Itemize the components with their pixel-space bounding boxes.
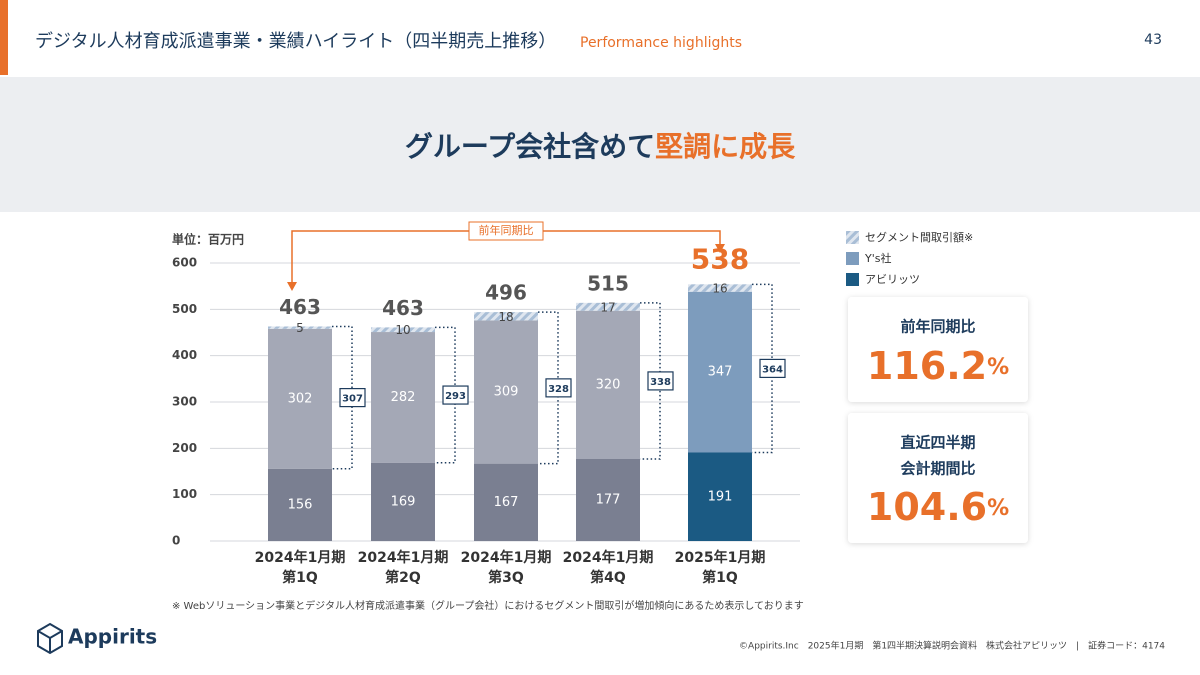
y-tick-label: 600	[172, 256, 197, 270]
footnote: ※ Webソリューション事業とデジタル人材育成派遣事業（グループ会社）におけるセ…	[172, 599, 804, 612]
data-label: 167	[494, 495, 519, 510]
page-number: 43	[1144, 32, 1162, 48]
x-tick-label: 第1Q	[282, 569, 318, 586]
y-tick-label: 200	[172, 441, 197, 455]
data-label: 177	[596, 492, 621, 507]
data-label: 282	[391, 390, 416, 405]
bracket-box	[442, 385, 469, 405]
bar-segment	[688, 291, 752, 453]
x-tick-label: 第1Q	[702, 569, 738, 586]
bar-segment	[474, 320, 538, 464]
bar-segment	[371, 462, 435, 541]
footer: ©Appirits.Inc 2025年1月期 第1四半期決算説明会資料 株式会社…	[739, 640, 1165, 652]
bar-segment	[268, 326, 332, 329]
legend-swatch	[846, 252, 859, 265]
bracket-label: 307	[342, 394, 363, 405]
bar-segment	[371, 332, 435, 463]
annotation-box	[468, 221, 544, 241]
kpi-value: 104.6%	[867, 485, 1009, 529]
legend-swatch	[846, 273, 859, 286]
kpi-unit: %	[987, 355, 1009, 380]
data-label: 156	[288, 497, 313, 512]
legend-swatch	[846, 231, 859, 244]
y-tick-label: 0	[172, 534, 180, 548]
bar-segment	[688, 284, 752, 292]
y-tick-label: 400	[172, 348, 197, 362]
header-subtitle: Performance highlights	[580, 35, 742, 51]
x-tick-label: 第3Q	[488, 569, 524, 586]
banner-main: グループ会社含めて	[405, 130, 655, 163]
kpi-label: 会計期間比	[900, 460, 975, 478]
bracket-label: 328	[548, 384, 569, 395]
x-tick-label: 2024年1月期	[563, 549, 654, 566]
bracket-label: 338	[650, 377, 671, 388]
data-label: 191	[708, 489, 733, 504]
total-label: 463	[382, 296, 424, 320]
data-label: 17	[600, 300, 615, 314]
legend-label: セグメント間取引額※	[865, 230, 973, 244]
bar-segment	[474, 463, 538, 541]
logo-text: Appirits	[68, 625, 157, 649]
data-label: 18	[498, 310, 513, 324]
banner	[0, 77, 1200, 212]
data-label: 10	[395, 323, 410, 337]
bracket-label: 293	[445, 391, 466, 402]
data-label: 16	[712, 282, 727, 296]
kpi-card	[848, 297, 1028, 402]
bar-segment	[371, 327, 435, 333]
annotation: 前年同期比	[479, 223, 534, 237]
data-label: 169	[391, 494, 416, 509]
x-tick-label: 2024年1月期	[255, 549, 346, 566]
bar-segment	[474, 312, 538, 321]
x-tick-label: 2025年1月期	[675, 549, 766, 566]
bar-segment	[576, 458, 640, 541]
x-tick-label: 第4Q	[590, 569, 626, 586]
bracket-box	[545, 378, 572, 398]
total-label: 515	[587, 271, 629, 295]
accent-bar	[0, 0, 8, 75]
bar-segment	[576, 310, 640, 459]
bar-segment	[688, 452, 752, 541]
legend-label: アビリッツ	[865, 273, 920, 286]
banner-text: グループ会社含めて堅調に成長	[405, 130, 796, 163]
kpi-value: 116.2%	[867, 344, 1009, 388]
data-label: 309	[494, 385, 519, 400]
data-label: 347	[708, 365, 733, 380]
y-tick-label: 300	[172, 395, 197, 409]
logo-icon	[37, 622, 63, 655]
kpi-label: 直近四半期	[900, 434, 975, 452]
data-label: 5	[296, 321, 304, 335]
y-tick-label: 500	[172, 302, 197, 316]
kpi-card	[848, 413, 1028, 543]
x-tick-label: 2024年1月期	[461, 549, 552, 566]
header-title: デジタル人材育成派遣事業・業績ハイライト（四半期売上推移）	[35, 31, 556, 52]
banner-highlight: 堅調に成長	[655, 130, 796, 163]
y-tick-label: 100	[172, 487, 197, 501]
unit-label: 単位：百万円	[172, 232, 244, 247]
x-tick-label: 2024年1月期	[358, 549, 449, 566]
bracket	[435, 326, 456, 464]
bracket	[332, 325, 353, 470]
kpi-label: 前年同期比	[900, 318, 975, 336]
bracket-box	[647, 371, 674, 391]
data-label: 302	[288, 391, 313, 406]
bar-segment	[268, 468, 332, 541]
total-label: 496	[485, 281, 527, 305]
kpi-unit: %	[987, 496, 1009, 521]
x-tick-label: 第2Q	[385, 569, 421, 586]
bracket-box	[339, 387, 366, 408]
kpi-number: 104.6	[867, 485, 987, 529]
bracket-label: 364	[762, 364, 783, 375]
bar-segment	[268, 328, 332, 469]
kpi-number: 116.2	[867, 344, 987, 388]
total-label: 463	[279, 295, 321, 319]
data-label: 320	[596, 377, 621, 392]
bar-segment	[576, 302, 640, 311]
bracket-box	[759, 358, 786, 379]
legend-label: Y's社	[864, 251, 891, 265]
